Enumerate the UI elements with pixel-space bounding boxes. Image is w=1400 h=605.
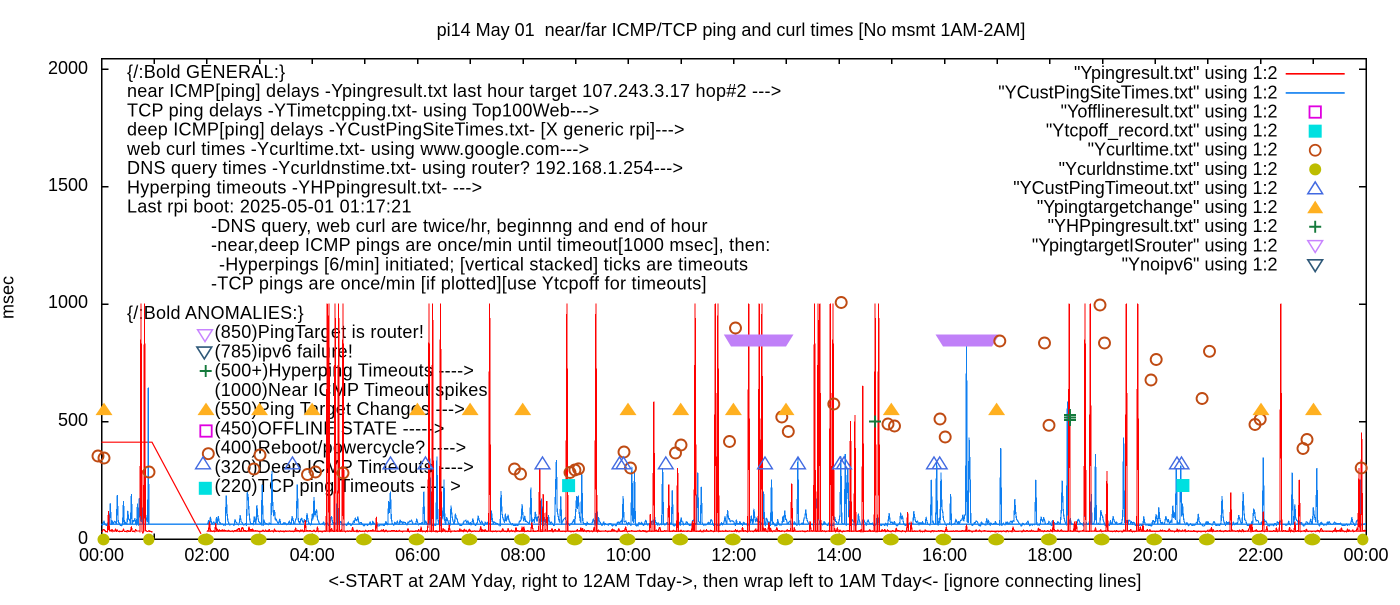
svg-text:08:00: 08:00 [500,545,545,565]
svg-text:"Ycurltime.txt" using 1:2: "Ycurltime.txt" using 1:2 [1088,140,1278,160]
svg-text:06:00: 06:00 [395,545,440,565]
svg-text:web curl times -Ycurltime.txt-: web curl times -Ycurltime.txt- using www… [126,139,589,159]
svg-text:"Ytcpoff_record.txt" using 1:2: "Ytcpoff_record.txt" using 1:2 [1046,121,1278,142]
svg-text:"Yofflineresult.txt" using 1:2: "Yofflineresult.txt" using 1:2 [1061,101,1278,121]
svg-text:(550)Ping Target Changes --->: (550)Ping Target Changes ---> [215,399,466,419]
svg-text:"YHPpingresult.txt" using 1:2: "YHPpingresult.txt" using 1:2 [1048,216,1278,236]
svg-text:12:00: 12:00 [711,545,756,565]
svg-text:(850)PingTarget is router!: (850)PingTarget is router! [215,322,425,342]
svg-text:1000: 1000 [48,292,88,312]
svg-text:{/:Bold GENERAL:}: {/:Bold GENERAL:} [127,62,285,82]
svg-text:22:00: 22:00 [1238,545,1283,565]
svg-text:18:00: 18:00 [1027,545,1072,565]
svg-text:(785)ipv6 failure!: (785)ipv6 failure! [215,341,354,361]
svg-text:TCP ping delays -YTimetcpping.: TCP ping delays -YTimetcpping.txt- using… [127,101,600,121]
svg-text:16:00: 16:00 [922,545,967,565]
svg-text:00:00: 00:00 [79,545,124,565]
svg-text:Hyperping timeouts -YHPpingres: Hyperping timeouts -YHPpingresult.txt- -… [127,177,482,197]
svg-text:pi14 May 01 near/far ICMP/TCP: pi14 May 01 near/far ICMP/TCP ping and c… [437,20,1026,40]
svg-text:04:00: 04:00 [290,545,335,565]
svg-text:10:00: 10:00 [606,545,651,565]
svg-text:20:00: 20:00 [1133,545,1178,565]
svg-text:DNS query times -Ycurldnstime.: DNS query times -Ycurldnstime.txt- using… [127,158,683,178]
svg-text:near ICMP[ping] delays -Ypingr: near ICMP[ping] delays -Ypingresult.txt … [127,81,782,101]
svg-text:"YCustPingTimeout.txt" using 1: "YCustPingTimeout.txt" using 1:2 [1013,178,1277,198]
svg-text:(1000)Near ICMP Timeout spikes: (1000)Near ICMP Timeout spikes [215,380,488,400]
svg-text:-near,deep ICMP pings are once: -near,deep ICMP pings are once/min until… [211,235,770,255]
svg-text:00:00: 00:00 [1343,545,1388,565]
svg-text:500: 500 [58,410,88,430]
svg-text:Last rpi boot: 2025-05-01 01:1: Last rpi boot: 2025-05-01 01:17:21 [127,197,412,217]
svg-text:msec: msec [0,276,18,319]
svg-text:"YCustPingSiteTimes.txt" using: "YCustPingSiteTimes.txt" using 1:2 [998,82,1277,102]
svg-text:1500: 1500 [48,175,88,195]
svg-text:"Ynoipv6" using 1:2: "Ynoipv6" using 1:2 [1122,254,1278,274]
svg-text:"YpingtargetISrouter" using 1:: "YpingtargetISrouter" using 1:2 [1032,235,1278,255]
svg-text:deep ICMP[ping] delays -YCustP: deep ICMP[ping] delays -YCustPingSiteTim… [127,120,685,140]
svg-text:"Ypingresult.txt" using 1:2: "Ypingresult.txt" using 1:2 [1074,63,1278,83]
svg-text:-TCP pings are once/min [if pl: -TCP pings are once/min [if plotted][use… [211,274,707,294]
svg-text:<-START at 2AM Yday, right to: <-START at 2AM Yday, right to 12AM Tday-… [328,571,1141,591]
svg-text:"Ypingtargetchange" using 1:2: "Ypingtargetchange" using 1:2 [1037,197,1278,217]
svg-text:02:00: 02:00 [184,545,229,565]
svg-text:{/:Bold ANOMALIES:}: {/:Bold ANOMALIES:} [127,303,304,323]
svg-text:"Ycurldnstime.txt" using 1:2: "Ycurldnstime.txt" using 1:2 [1059,159,1278,179]
svg-text:14:00: 14:00 [817,545,862,565]
svg-text:(400)Reboot/powercycle? ---->: (400)Reboot/powercycle? ----> [215,438,467,458]
svg-text:-Hyperpings [6/min] initiated;: -Hyperpings [6/min] initiated; [vertical… [219,254,748,274]
svg-text:(500+)Hyperping Timeouts ---->: (500+)Hyperping Timeouts ----> [215,361,475,381]
svg-text:0: 0 [78,528,88,548]
svg-text:2000: 2000 [48,58,88,78]
svg-text:-DNS query, web curl are twice: -DNS query, web curl are twice/hr, begin… [211,216,708,236]
